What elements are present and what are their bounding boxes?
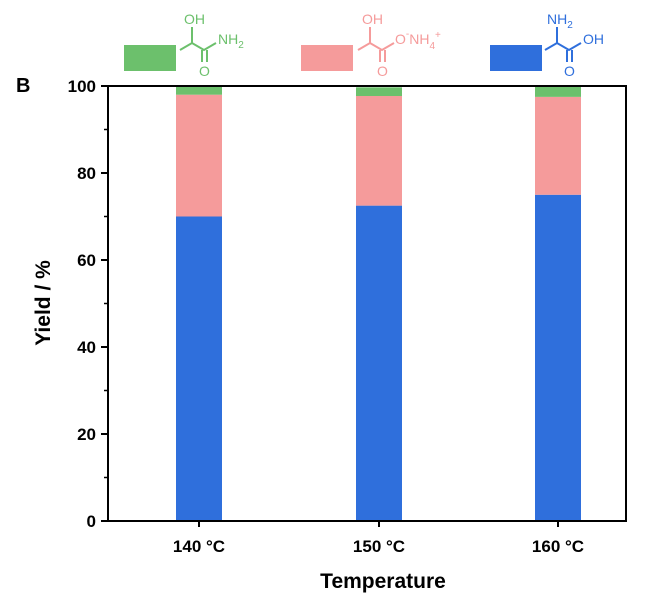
skeleton-bonds	[179, 41, 217, 52]
x-tick-label: 140 °C	[173, 537, 225, 556]
bar-alanine-1	[176, 216, 222, 521]
y-tick-label: 80	[77, 164, 96, 183]
x-axis-title: Temperature	[320, 570, 446, 593]
structure-right-label: O-NH4+	[395, 29, 441, 52]
legend-swatch-ammonium_lactate	[301, 45, 353, 71]
structure-alanine: NH2 O OH	[544, 11, 604, 79]
bar-lactamide-1	[176, 86, 222, 95]
y-tick-label: 40	[77, 338, 96, 357]
bar-ammonium_lactate-2	[356, 96, 402, 206]
structure-top-label: OH	[362, 11, 383, 27]
structure-bottom-label: O	[199, 63, 210, 79]
structure-bottom-label: O	[564, 63, 575, 79]
bar-alanine-3	[535, 194, 581, 521]
bar-lactamide-3	[535, 86, 581, 97]
x-axis: 140 °C 150 °C 160 °C	[173, 521, 584, 556]
structure-right-label: NH2	[218, 31, 244, 51]
x-tick-label: 150 °C	[353, 537, 405, 556]
legend-swatch-alanine	[490, 45, 542, 71]
structure-bottom-label: O	[377, 63, 388, 79]
legend: NH2 O OH OH O O-NH4+ OH O NH2	[124, 11, 604, 79]
bar-ammonium_lactate-3	[535, 96, 581, 195]
x-tick-label: 160 °C	[532, 537, 584, 556]
legend-swatch-lactamide	[124, 45, 176, 71]
y-tick-label: 100	[68, 77, 96, 96]
bar-alanine-2	[356, 205, 402, 521]
y-tick-label: 60	[77, 251, 96, 270]
structure-top-label: NH2	[547, 11, 573, 31]
skeleton-bonds	[357, 41, 395, 52]
bars-group	[176, 86, 581, 521]
structure-right-label: OH	[583, 31, 604, 47]
panel-label: B	[16, 75, 30, 97]
y-axis-title: Yield / %	[32, 260, 55, 346]
bar-lactamide-2	[356, 87, 402, 97]
structure-lactamide: OH O NH2	[179, 11, 244, 79]
structure-top-label: OH	[184, 11, 205, 27]
y-axis: 0 20 40 60 80 100	[68, 77, 108, 531]
y-tick-label: 0	[87, 512, 96, 531]
y-tick-label: 20	[77, 425, 96, 444]
skeleton-bonds	[544, 41, 582, 52]
structure-ammonium_lactate: OH O O-NH4+	[357, 11, 441, 79]
bar-ammonium_lactate-1	[176, 94, 222, 217]
